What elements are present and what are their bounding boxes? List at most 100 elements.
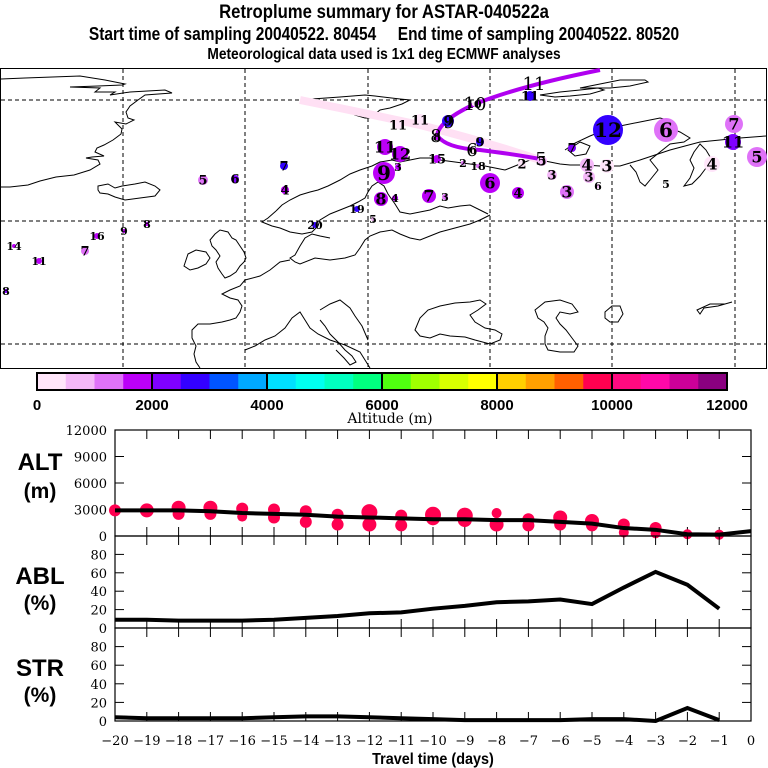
map-cluster: 16	[89, 230, 105, 243]
cluster-marker	[394, 121, 402, 129]
cluster-label: 5	[662, 178, 670, 191]
cluster-marker	[664, 182, 668, 186]
cluster-marker	[392, 146, 408, 162]
panel-label: ABL	[15, 563, 64, 590]
map-cluster: 7	[279, 160, 288, 175]
y-tick-label: 60	[90, 567, 107, 582]
cluster-marker	[725, 134, 741, 150]
colorbar-segment	[698, 373, 728, 390]
panel-unit: (%)	[24, 684, 57, 707]
cluster-label: 15	[428, 153, 446, 168]
cluster-label: 2	[517, 158, 526, 173]
cluster-marker	[145, 222, 149, 226]
colorbar-segment	[497, 373, 527, 390]
y-tick-label: 0	[99, 530, 107, 545]
cluster-label: 11	[31, 255, 46, 268]
cluster-label: 3	[441, 191, 449, 204]
cluster-marker	[434, 134, 440, 140]
map-cluster: 4	[280, 184, 289, 199]
cluster-label: 9	[443, 115, 452, 130]
map-cluster: 9	[475, 136, 484, 151]
x-tick-label: −5	[582, 734, 601, 749]
colorbar-segment	[669, 373, 699, 390]
colorbar-segment	[238, 373, 268, 390]
cluster-label: 12	[594, 118, 622, 142]
x-tick-label: −2	[678, 734, 697, 749]
cluster-marker	[518, 160, 526, 168]
colorbar-segment	[267, 373, 297, 390]
cluster-marker	[580, 158, 594, 172]
map-cluster: 3	[441, 191, 449, 204]
panel-label: STR	[16, 655, 64, 682]
colorbar-segment	[525, 373, 555, 390]
y-tick-label: 6000	[74, 477, 107, 492]
colorbar-segment	[612, 373, 642, 390]
trajectory-label: 8	[430, 126, 441, 147]
cluster-marker	[198, 175, 208, 185]
cluster-marker	[725, 115, 743, 133]
cluster-label: 11	[521, 90, 539, 105]
cluster-marker	[377, 139, 393, 155]
map-cluster: 14	[6, 240, 22, 253]
cluster-marker	[593, 115, 623, 145]
cluster-marker	[36, 258, 42, 264]
map-cluster: 11	[374, 138, 396, 157]
map-cluster: 9	[442, 115, 454, 130]
x-tick-label: −4	[614, 734, 633, 749]
map-cluster: 2	[517, 158, 526, 173]
colorbar-segment	[295, 373, 325, 390]
alt-point	[395, 519, 408, 532]
abl-line	[115, 569, 721, 623]
alt-mean-line	[115, 508, 752, 537]
cluster-label: 6	[659, 118, 673, 142]
alt-point	[331, 518, 344, 531]
cluster-label: 5	[369, 213, 377, 226]
colorbar-segment	[209, 373, 239, 390]
trajectory-label: 11	[523, 74, 546, 95]
cluster-label: 11	[389, 119, 407, 134]
colorbar-tick-label: 0	[33, 397, 41, 414]
map-cluster: 4	[704, 155, 720, 174]
map-cluster: 6	[480, 173, 500, 193]
map-cluster: 3	[583, 171, 595, 186]
cluster-label: 6	[469, 144, 477, 157]
x-tick-label: −11	[387, 734, 414, 749]
cluster-marker	[122, 229, 126, 233]
cluster-marker	[395, 164, 401, 170]
cluster-label: 3	[601, 157, 612, 176]
colorbar-segment	[324, 373, 354, 390]
colorbar-label: Altitude (m)	[346, 411, 432, 427]
panel-abl: 0 20 40 60 80 ABL(%)	[15, 535, 752, 637]
cluster-marker	[600, 159, 614, 173]
cluster-marker	[4, 289, 8, 293]
cluster-marker	[373, 162, 395, 184]
cluster-marker	[476, 164, 480, 168]
colorbar-segment	[65, 373, 95, 390]
cluster-marker	[392, 195, 398, 201]
map-cluster: 8	[433, 131, 441, 144]
cluster-marker	[422, 189, 436, 203]
map-cluster: 11	[521, 90, 539, 105]
colorbar-tick-label: 10000	[591, 397, 633, 414]
x-tick-label: −14	[292, 734, 319, 749]
cluster-label: 5	[537, 155, 546, 170]
cluster-marker	[470, 147, 476, 153]
y-tick-label: 80	[90, 641, 107, 656]
map-cluster: 9	[373, 161, 395, 185]
cluster-label: 3	[547, 169, 556, 184]
x-tick-label: −8	[487, 734, 506, 749]
colorbar-segment	[468, 373, 498, 390]
cluster-marker	[231, 175, 239, 183]
map-cluster: 7	[80, 245, 89, 260]
x-tick-label: −15	[260, 734, 287, 749]
cluster-marker	[654, 118, 678, 142]
cluster-label: 11	[411, 114, 429, 129]
alt-point	[522, 519, 535, 532]
cluster-label: 2	[459, 157, 467, 170]
map-cluster: 18	[470, 160, 486, 173]
x-tick-label: −20	[101, 734, 128, 749]
cluster-label: 8	[2, 285, 10, 298]
cluster-marker	[480, 173, 500, 193]
x-tick-label: −13	[324, 734, 351, 749]
map-cluster: 6	[469, 144, 477, 157]
